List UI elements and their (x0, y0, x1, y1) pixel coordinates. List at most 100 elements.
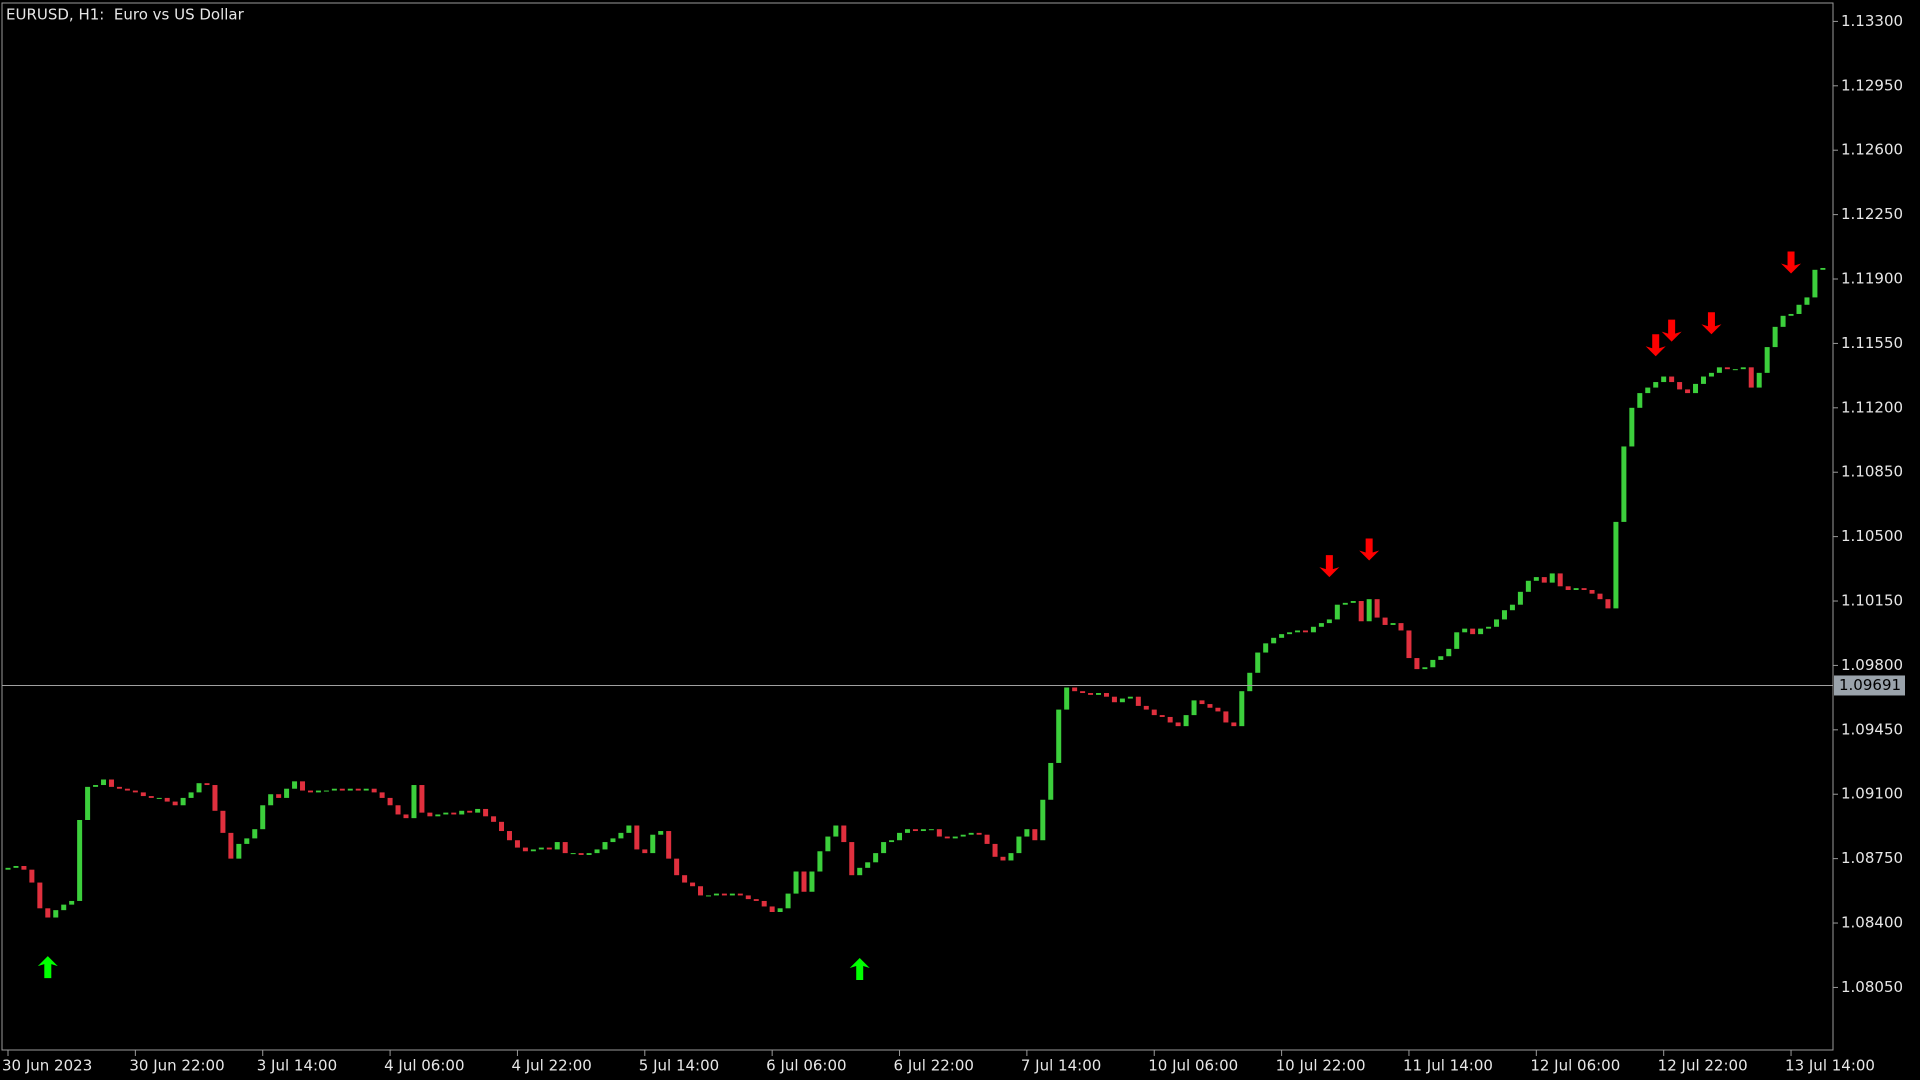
candle-body (634, 825, 640, 850)
candle-body (347, 788, 353, 791)
chart-title: EURUSD, H1: Euro vs US Dollar (6, 6, 245, 24)
candle-body (737, 893, 743, 896)
candle-body (1812, 269, 1818, 298)
candle-body (1740, 367, 1746, 370)
candle-body (1533, 577, 1539, 581)
candle-body (674, 858, 680, 876)
candle-body (1080, 691, 1086, 694)
candle-body (857, 867, 863, 876)
candle-body (1096, 693, 1102, 695)
candle-body (1016, 836, 1022, 854)
candle-body (1318, 623, 1324, 627)
candle-body (37, 882, 43, 909)
candle-body (793, 871, 799, 894)
candle-body (1342, 602, 1348, 605)
candle-body (690, 882, 696, 887)
candle-body (1716, 367, 1722, 373)
candle-body (1446, 648, 1452, 657)
candle-body (1693, 383, 1699, 394)
candle-body (339, 788, 345, 791)
candle-body (85, 786, 91, 820)
candle-body (976, 832, 982, 835)
y-tick-label: 1.08750 (1841, 849, 1903, 867)
candle-body (610, 838, 616, 843)
candle-body (1390, 623, 1396, 625)
candle-body (642, 849, 648, 854)
y-tick-label: 1.11900 (1841, 270, 1903, 288)
candle-body (865, 862, 871, 868)
candle-body (769, 906, 775, 912)
x-tick-label: 10 Jul 22:00 (1276, 1057, 1366, 1075)
candle-body (1430, 659, 1436, 668)
x-tick-label: 5 Jul 14:00 (639, 1057, 719, 1075)
candle-body (236, 843, 242, 859)
candle-body (522, 847, 528, 852)
candle-body (849, 842, 855, 876)
candle-body (1589, 589, 1595, 594)
sell-arrow (1645, 334, 1666, 357)
candle-body (1239, 691, 1245, 727)
candle-body (1414, 658, 1420, 670)
candle-body (1406, 630, 1412, 659)
y-tick-label: 1.12950 (1841, 76, 1903, 94)
candle-body (777, 908, 783, 912)
candle-body (1207, 704, 1213, 708)
candle-body (1517, 591, 1523, 605)
plot-frame (1, 2, 1834, 1051)
candle-body (1279, 634, 1285, 638)
candle-body (1438, 656, 1444, 660)
candle-body (1756, 372, 1762, 388)
candle-body (1748, 367, 1754, 388)
candle-body (1557, 573, 1563, 587)
candle-body (1127, 696, 1133, 699)
candle-body (148, 796, 154, 798)
candle-body (602, 842, 608, 850)
candle-body (1509, 604, 1515, 611)
sell-arrow (1781, 251, 1802, 274)
candle-body (411, 785, 417, 819)
candle-body (5, 867, 11, 870)
candle-body (45, 908, 51, 918)
candle-body (960, 834, 966, 837)
candle-body (1629, 407, 1635, 447)
candle-body (506, 831, 512, 841)
candle-body (284, 788, 290, 798)
candle-body (77, 819, 83, 901)
y-tick-label: 1.08050 (1841, 978, 1903, 996)
candle-body (1374, 599, 1380, 618)
candle-body (1613, 521, 1619, 609)
candle-body (897, 832, 903, 841)
candle-body (244, 838, 250, 844)
candle-body (467, 810, 473, 813)
candle-body (1056, 709, 1062, 763)
candle-body (1645, 387, 1651, 394)
candle-body (530, 849, 536, 852)
x-tick-label: 11 Jul 14:00 (1403, 1057, 1493, 1075)
candle-body (21, 865, 27, 870)
candle-body (491, 816, 497, 822)
candle-body (268, 794, 274, 806)
candle-body (785, 893, 791, 909)
candle-body (833, 825, 839, 837)
candle-body (1605, 599, 1611, 609)
candle-body (1549, 573, 1555, 583)
candle-body (984, 834, 990, 844)
buy-arrow (849, 957, 870, 980)
candle-body (1024, 829, 1030, 837)
candle-body (140, 792, 146, 797)
candle-body (1302, 630, 1308, 633)
sell-arrow (1661, 319, 1682, 342)
candle-body (1669, 376, 1675, 383)
candle-body (435, 814, 441, 817)
candle-body (443, 812, 449, 815)
sell-arrow (1701, 312, 1722, 335)
candle-body (371, 788, 377, 793)
candle-body (546, 847, 552, 850)
candle-body (1263, 643, 1269, 653)
candle-body (53, 910, 59, 918)
candle-body (1780, 315, 1786, 327)
candle-body (881, 842, 887, 854)
candle-body (1796, 304, 1802, 314)
